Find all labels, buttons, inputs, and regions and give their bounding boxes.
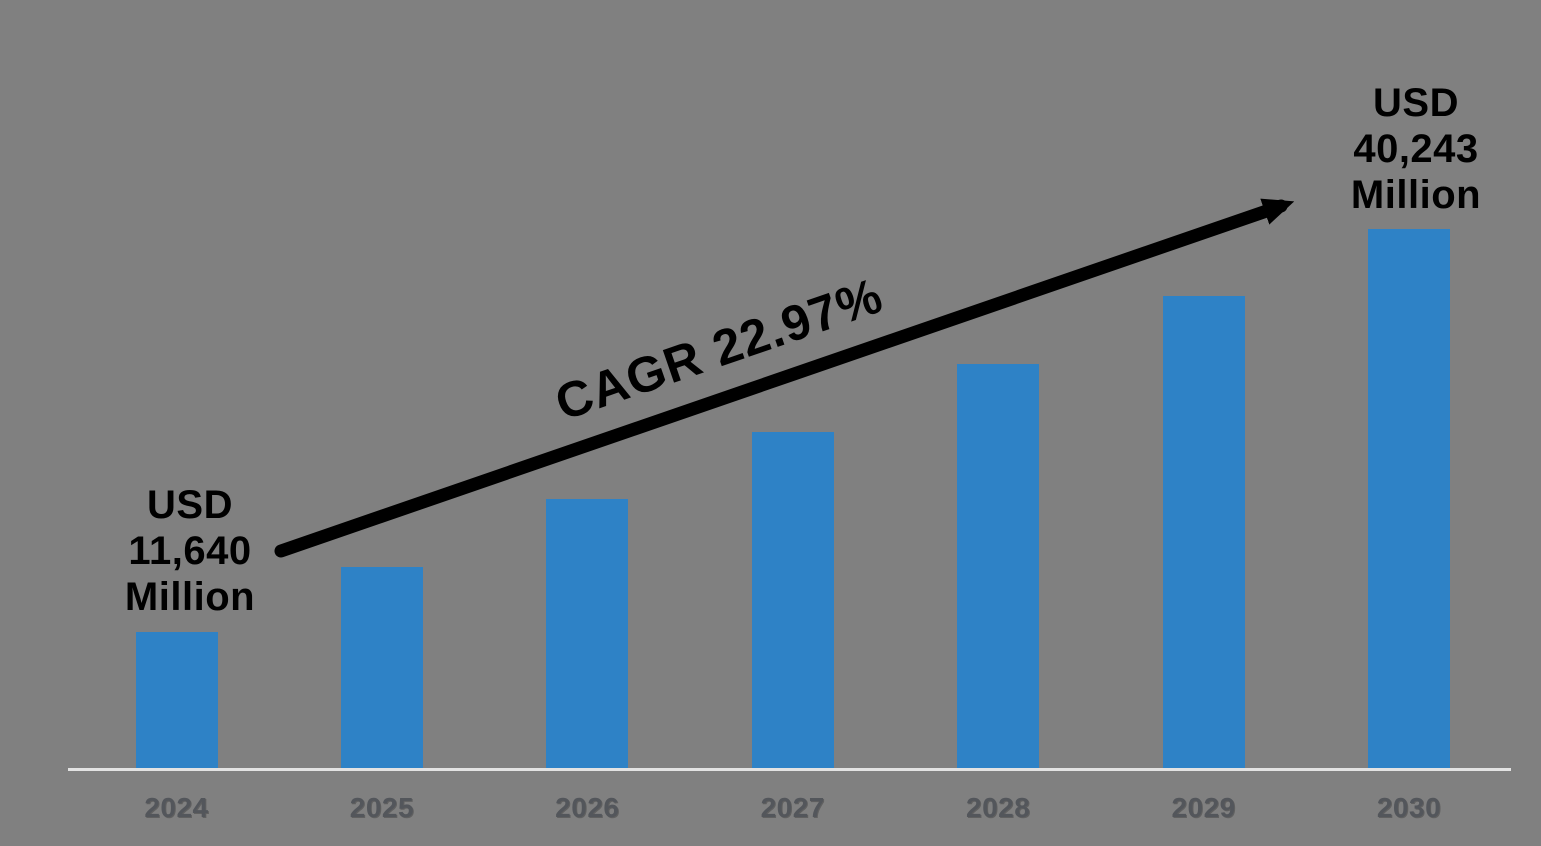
x-axis-label-2025: 2025 <box>349 792 415 823</box>
x-axis-label-2024: 2024 <box>144 792 209 823</box>
x-axis-label-2028: 2028 <box>966 792 1031 823</box>
x-axis-label-2030: 2030 <box>1376 792 1442 823</box>
bar-2028 <box>957 364 1040 770</box>
data-label-2024-line1: USD <box>147 483 233 527</box>
data-label-2024-line2: 11,640 <box>128 529 252 573</box>
x-axis-label-2027: 2027 <box>760 792 825 823</box>
data-label-2024: USD 11,640 Million <box>70 482 310 620</box>
bar-2026 <box>546 499 629 770</box>
data-label-2030-line3: Million <box>1350 173 1482 217</box>
x-axis-baseline <box>68 768 1511 771</box>
bar-2029 <box>1162 296 1245 770</box>
data-label-2024-line3: Million <box>124 575 256 619</box>
bar-2024 <box>135 632 218 770</box>
bar-2030 <box>1368 229 1451 770</box>
x-axis-label-2029: 2029 <box>1171 792 1236 823</box>
data-label-2030-line1: USD <box>1373 81 1459 125</box>
bar-2025 <box>340 567 423 770</box>
bar-2027 <box>751 432 834 770</box>
cagr-annotation: CAGR 22.97% <box>548 267 890 432</box>
data-label-2030-line2: 40,243 <box>1353 127 1479 171</box>
x-axis-label-2026: 2026 <box>555 792 620 823</box>
data-label-2030: USD 40,243 Million <box>1296 80 1536 218</box>
